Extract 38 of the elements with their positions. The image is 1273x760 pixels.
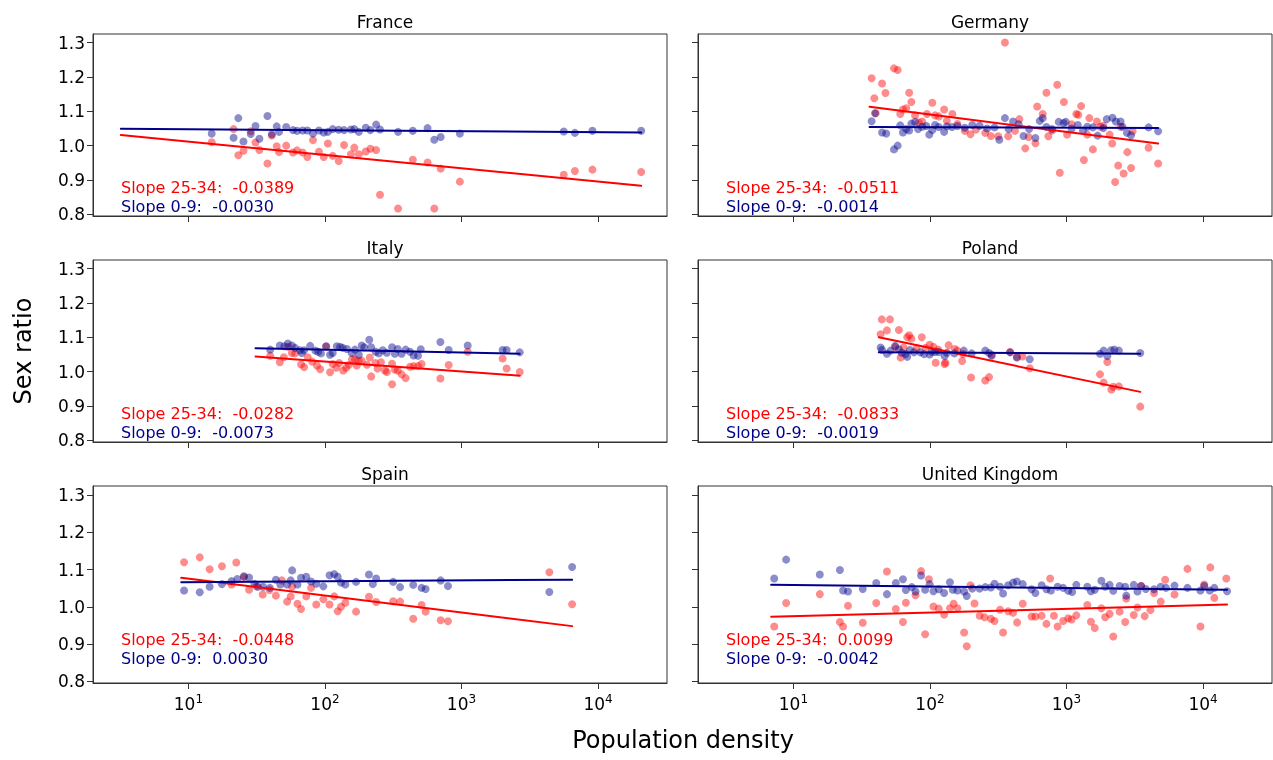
- y-tick-label: 1.0: [57, 135, 85, 156]
- x-axis-title: Population density: [571, 726, 795, 754]
- y-tick-label: 1.0: [57, 361, 85, 382]
- chart-title: United Kingdom: [921, 463, 1059, 484]
- y-tick-label: 1.1: [57, 101, 85, 122]
- y-tick-label: 1.3: [57, 32, 85, 53]
- annotation: Slope 25-34: 0.0099: [726, 629, 894, 649]
- annotation: Slope 0-9: -0.0073: [121, 422, 274, 442]
- annotation: Slope 0-9: -0.0014: [726, 196, 879, 216]
- chart-title: Italy: [366, 237, 404, 258]
- annotation: Slope 25-34: -0.0389: [121, 177, 295, 197]
- annotation: Slope 0-9: -0.0042: [726, 648, 879, 668]
- y-tick-label: 0.9: [57, 395, 85, 416]
- chart-title: France: [356, 11, 414, 32]
- y-tick-label: 0.8: [57, 204, 85, 225]
- y-tick-label: 1.3: [57, 258, 85, 279]
- y-tick-label: 1.0: [57, 596, 85, 617]
- annotation: Slope 0-9: 0.0030: [121, 648, 269, 668]
- y-tick-label: 1.2: [57, 292, 85, 313]
- annotation: Slope 25-34: -0.0448: [121, 629, 295, 649]
- y-tick-label: 1.1: [57, 327, 85, 348]
- annotation: Slope 0-9: -0.0019: [726, 422, 879, 442]
- annotation: Slope 25-34: -0.0511: [726, 177, 900, 197]
- y-tick-label: 1.1: [57, 559, 85, 580]
- y-tick-label: 1.2: [57, 66, 85, 87]
- y-tick-label: 1.3: [57, 485, 85, 506]
- chart-title: Germany: [950, 11, 1030, 32]
- y-tick-label: 0.9: [57, 633, 85, 654]
- y-tick-label: 0.9: [57, 169, 85, 190]
- y-tick-label: 1.2: [57, 522, 85, 543]
- chart-title: Poland: [961, 237, 1019, 258]
- y-axis-title: Sex ratio: [9, 297, 37, 405]
- annotation: Slope 25-34: -0.0833: [726, 403, 900, 423]
- annotation: Slope 0-9: -0.0030: [121, 196, 274, 216]
- y-tick-label: 0.8: [57, 671, 85, 692]
- y-tick-label: 0.8: [57, 430, 85, 451]
- chart-title: Spain: [361, 463, 409, 484]
- annotation: Slope 25-34: -0.0282: [121, 403, 295, 423]
